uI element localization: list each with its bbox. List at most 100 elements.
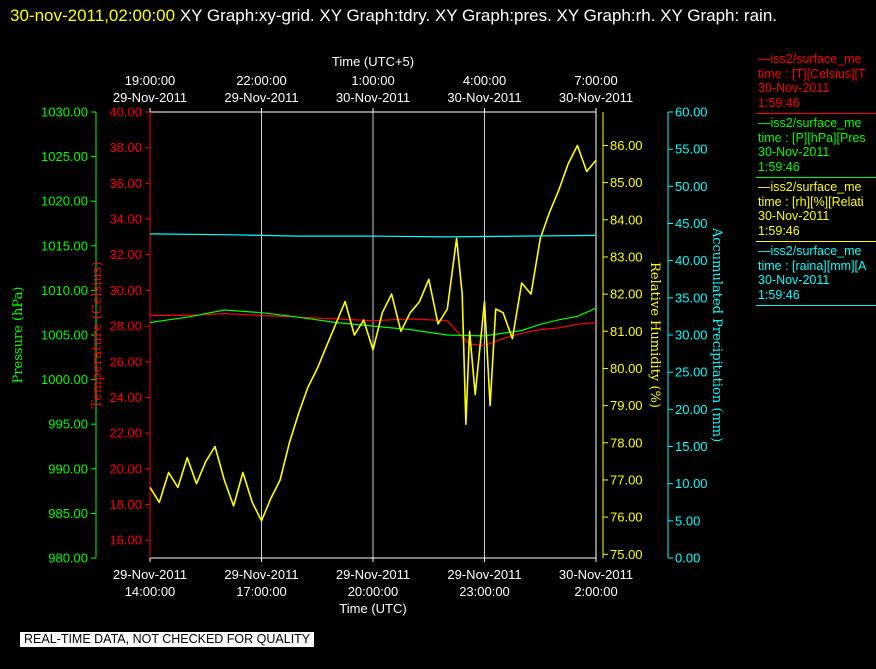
humidity-tick-label: 80.00 [610, 361, 643, 376]
temperature-tick-label: 32.00 [109, 247, 142, 262]
legend-time: 1:59:46 [758, 223, 800, 238]
pressure-tick-label: 1030.00 [41, 105, 88, 120]
humidity-tick-label: 75.00 [610, 547, 643, 562]
legend-time: 1:59:46 [758, 95, 800, 110]
precip-tick-label: 30.00 [675, 328, 708, 343]
x-top-tick-label-date: 30-Nov-2011 [336, 90, 410, 105]
x-top-tick-label-date: 30-Nov-2011 [447, 90, 521, 105]
temperature-tick-label: 36.00 [109, 176, 142, 191]
precip-tick-label: 35.00 [675, 290, 708, 305]
x-top-tick-label-time: 19:00:00 [125, 73, 176, 88]
legend-time: 1:59:46 [758, 159, 800, 174]
x-axis-label: Time (UTC) [339, 601, 406, 616]
x-tick-label-date: 29-Nov-2011 [113, 567, 187, 582]
humidity-tick-label: 81.00 [610, 324, 643, 339]
legend-var: time : [raina][mm][A [758, 258, 867, 273]
x-tick-label-time: 14:00:00 [125, 584, 176, 599]
x-tick-label-date: 29-Nov-2011 [447, 567, 521, 582]
precip-tick-label: 0.00 [675, 551, 700, 566]
legend-var: time : [rh][%][Relati [758, 194, 864, 209]
x-top-tick-label-time: 7:00:00 [574, 73, 617, 88]
humidity-tick-label: 76.00 [610, 510, 643, 525]
precip-tick-label: 45.00 [675, 216, 708, 231]
humidity-tick-label: 83.00 [610, 249, 643, 264]
x-tick-label-date: 29-Nov-2011 [224, 567, 298, 582]
pressure-tick-label: 1020.00 [41, 194, 88, 209]
pressure-tick-label: 980.00 [48, 551, 88, 566]
humidity-tick-label: 77.00 [610, 472, 643, 487]
pressure-tick-label: 1000.00 [41, 372, 88, 387]
x-top-tick-label-date: 29-Nov-2011 [224, 90, 298, 105]
temperature-axis-label: Temperature (Celsius) [90, 261, 105, 408]
legend-date: 30-Nov-2011 [758, 81, 830, 95]
legend-entry: —iss2/surface_me time : [P][hPa][Pres 30-N… [756, 114, 876, 178]
legend-name: —iss2/surface_me [758, 116, 862, 130]
legend-name: —iss2/surface_me [758, 180, 862, 194]
humidity-tick-label: 86.00 [610, 138, 643, 153]
precip-tick-label: 60.00 [675, 105, 708, 120]
humidity-tick-label: 82.00 [610, 287, 643, 302]
pressure-tick-label: 1015.00 [41, 238, 88, 253]
precip-tick-label: 20.00 [675, 402, 708, 417]
legend-var: time : [T][Celsius][T [758, 66, 866, 81]
temperature-tick-label: 20.00 [109, 461, 142, 476]
pressure-tick-label: 985.00 [48, 506, 88, 521]
x-tick-label-time: 2:00:00 [574, 584, 617, 599]
temperature-tick-label: 22.00 [109, 426, 142, 441]
x-tick-label-time: 17:00:00 [236, 584, 287, 599]
series-rh [149, 144, 597, 522]
temperature-tick-label: 28.00 [109, 319, 142, 334]
precip-axis-label: Accumulated Precipitation (mm) [709, 227, 724, 442]
page-title: 30-nov-2011,02:00:00 XY Graph:xy-grid. X… [10, 2, 860, 30]
legend-date: 30-Nov-2011 [758, 209, 830, 223]
temperature-tick-label: 26.00 [109, 354, 142, 369]
legend-entry: —iss2/surface_me time : [T][Celsius][T 30-… [756, 50, 876, 114]
temperature-tick-label: 34.00 [109, 212, 142, 227]
x-top-tick-label-time: 4:00:00 [463, 73, 506, 88]
precip-tick-label: 40.00 [675, 253, 708, 268]
temperature-tick-label: 16.00 [109, 533, 142, 548]
x-top-tick-label-time: 1:00:00 [351, 73, 394, 88]
x-axis-top-label: Time (UTC+5) [332, 54, 414, 69]
legend-entry: —iss2/surface_me time : [rh][%][Relati 30-… [756, 178, 876, 242]
temperature-tick-label: 40.00 [109, 105, 142, 120]
precip-tick-label: 5.00 [675, 513, 700, 528]
legend-time: 1:59:46 [758, 287, 800, 302]
precip-tick-label: 15.00 [675, 439, 708, 454]
temperature-tick-label: 18.00 [109, 497, 142, 512]
humidity-tick-label: 85.00 [610, 175, 643, 190]
pressure-tick-label: 1025.00 [41, 149, 88, 164]
precip-tick-label: 10.00 [675, 476, 708, 491]
precip-tick-label: 50.00 [675, 179, 708, 194]
humidity-tick-label: 79.00 [610, 398, 643, 413]
x-tick-label-time: 20:00:00 [348, 584, 399, 599]
x-tick-label-date: 30-Nov-2011 [559, 567, 633, 582]
graph-list: XY Graph:xy-grid. XY Graph:tdry. XY Grap… [175, 6, 778, 25]
series-T [150, 313, 597, 347]
legend: —iss2/surface_me time : [T][Celsius][T 30-… [756, 50, 876, 306]
x-top-tick-label-date: 29-Nov-2011 [113, 90, 187, 105]
timestamp: 30-nov-2011,02:00:00 [10, 6, 176, 25]
pressure-tick-label: 990.00 [48, 461, 88, 476]
x-tick-label-date: 29-Nov-2011 [336, 567, 410, 582]
series-raina [149, 233, 597, 238]
legend-var: time : [P][hPa][Pres [758, 130, 866, 145]
pressure-tick-label: 1005.00 [41, 328, 88, 343]
series-P [149, 307, 597, 337]
pressure-tick-label: 995.00 [48, 417, 88, 432]
legend-name: —iss2/surface_me [758, 244, 862, 258]
legend-entry: —iss2/surface_me time : [raina][mm][A 30-N… [756, 242, 876, 306]
temperature-tick-label: 30.00 [109, 283, 142, 298]
temperature-tick-label: 38.00 [109, 140, 142, 155]
humidity-tick-label: 84.00 [610, 212, 643, 227]
quality-notice: REAL-TIME DATA, NOT CHECKED FOR QUALITY [20, 632, 315, 647]
x-top-tick-label-time: 22:00:00 [236, 73, 287, 88]
pressure-axis-label: Pressure (hPa) [11, 287, 26, 384]
x-tick-label-time: 23:00:00 [459, 584, 510, 599]
legend-name: —iss2/surface_me [758, 52, 862, 66]
humidity-tick-label: 78.00 [610, 435, 643, 450]
humidity-axis-label: Relative Humidity (%) [647, 262, 662, 408]
precip-tick-label: 25.00 [675, 365, 708, 380]
legend-date: 30-Nov-2011 [758, 273, 830, 287]
